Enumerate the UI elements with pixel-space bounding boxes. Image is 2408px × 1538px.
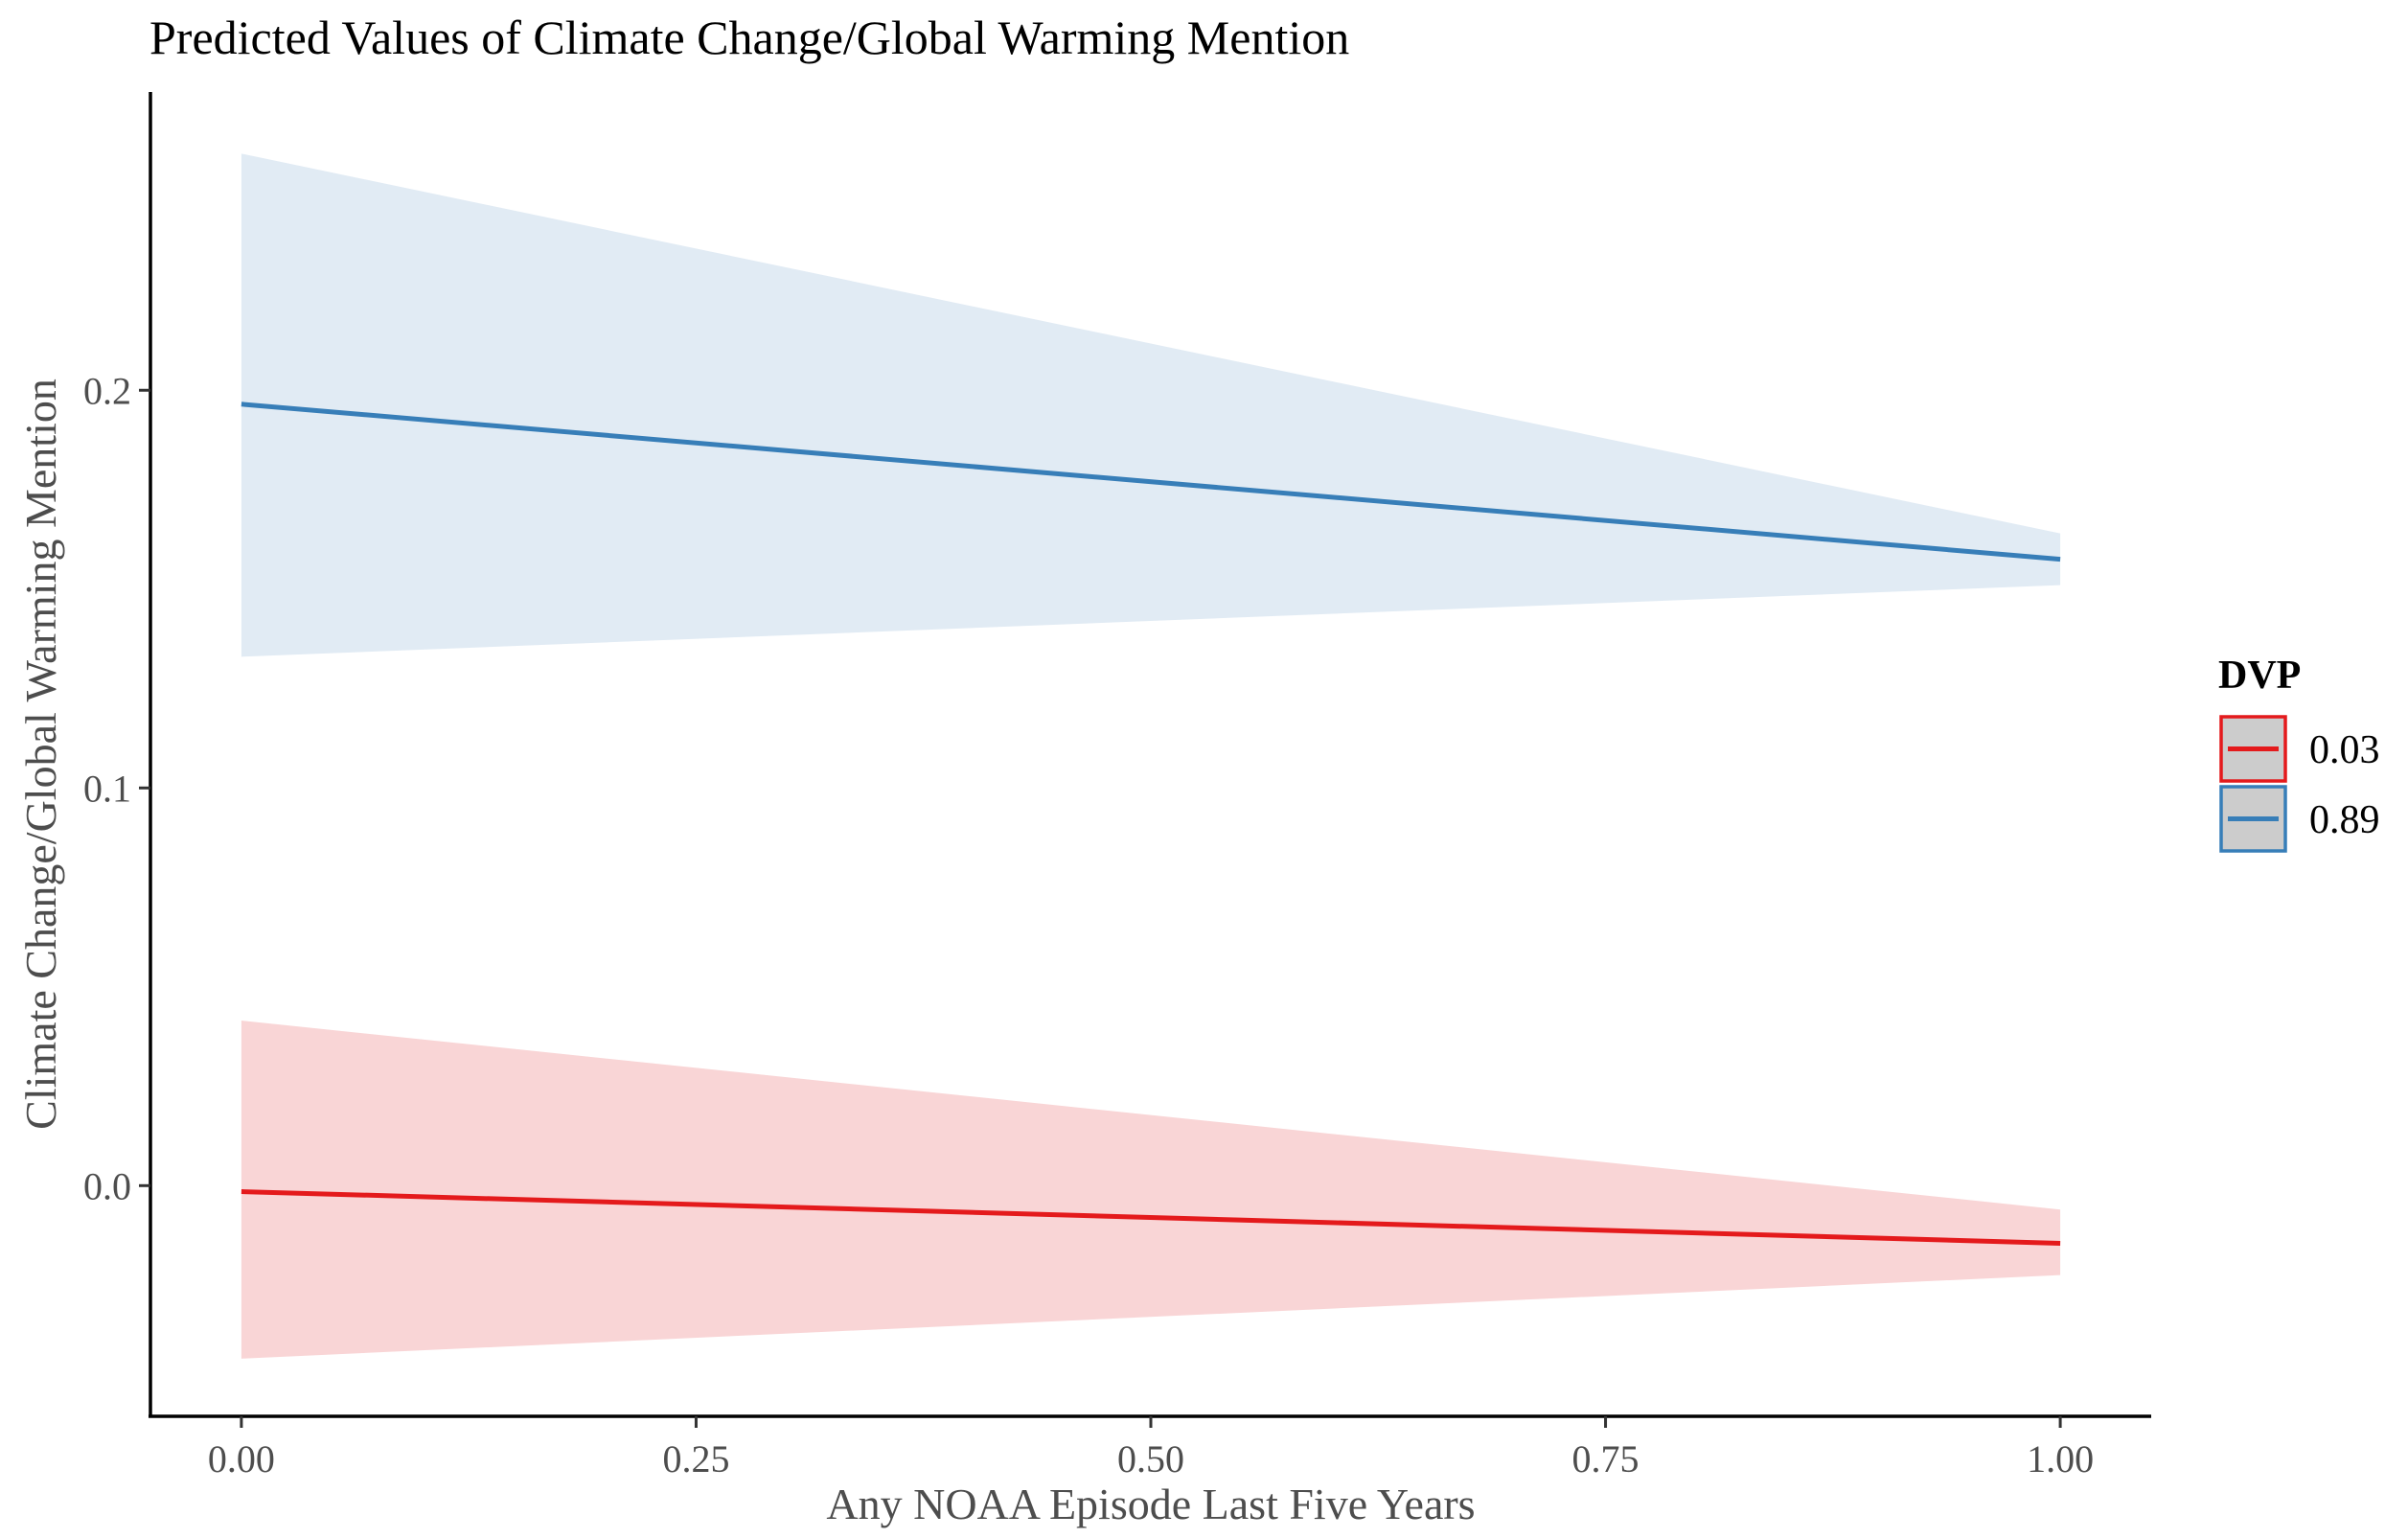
line-series-0 <box>241 1189 2061 1246</box>
y-axis-label: Climate Change/Global Warming Mention <box>16 379 65 1130</box>
ribbon-series-0 <box>241 1021 2061 1359</box>
y-axis-ticks: 0.0 0.1 0.2 <box>83 369 150 1207</box>
axes: 0.0 0.1 0.2 0.00 0.25 0.50 0.75 1.00 <box>83 92 2151 1481</box>
y-tick-label: 0.1 <box>83 767 131 810</box>
x-axis-ticks: 0.00 0.25 0.50 0.75 1.00 <box>208 1416 2094 1481</box>
x-axis-label: Any NOAA Episode Last Five Years <box>826 1480 1475 1528</box>
x-tick-label: 1.00 <box>2027 1437 2094 1481</box>
legend-label: 0.89 <box>2309 798 2380 842</box>
y-tick-label: 0.2 <box>83 369 131 412</box>
series-lines <box>241 402 2061 1246</box>
x-tick-label: 0.50 <box>1117 1437 1184 1481</box>
plot-area <box>241 153 2061 1359</box>
x-tick-label: 0.25 <box>662 1437 729 1481</box>
y-tick-label: 0.0 <box>83 1164 131 1207</box>
ribbon-series-1 <box>241 153 2061 657</box>
legend-item: 0.89 <box>2219 785 2380 853</box>
line-series-1 <box>241 402 2061 562</box>
confidence-ribbons <box>241 153 2061 1359</box>
x-tick-label: 0.75 <box>1572 1437 1640 1481</box>
legend-title: DVP <box>2218 654 2301 698</box>
legend-item: 0.03 <box>2219 715 2380 783</box>
legend-label: 0.03 <box>2309 728 2380 772</box>
x-tick-label: 0.00 <box>208 1437 275 1481</box>
chart-title: Predicted Values of Climate Change/Globa… <box>149 11 1349 64</box>
legend: DVP 0.03 0.89 <box>2218 654 2380 853</box>
